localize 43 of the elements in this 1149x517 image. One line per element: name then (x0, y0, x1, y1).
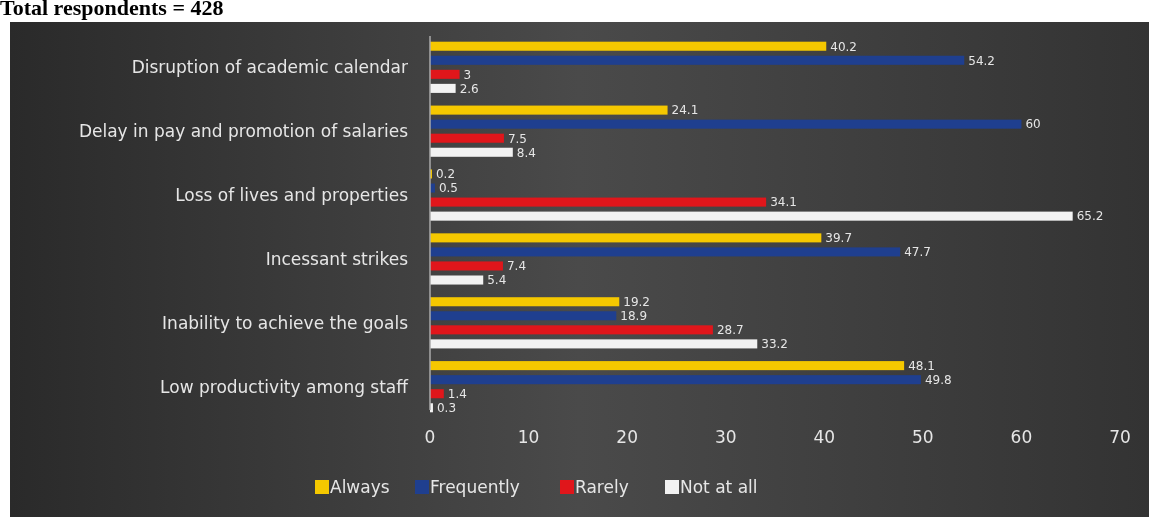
y-tick-label: Delay in pay and promotion of salaries (78, 121, 409, 142)
data-label: 0.3 (436, 401, 457, 416)
y-tick-label: Disruption of academic calendar (131, 57, 408, 78)
data-label: 19.2 (623, 295, 650, 310)
x-tick-label: 50 (912, 427, 934, 447)
data-label: 7.4 (506, 259, 527, 274)
x-tick-label: 30 (714, 427, 737, 447)
x-tick-label: 70 (1109, 427, 1131, 447)
data-label: 0.2 (435, 167, 456, 182)
data-label: 47.7 (904, 245, 931, 260)
data-label: 49.8 (924, 372, 952, 387)
data-label: 5.4 (487, 273, 507, 288)
data-label: 60 (1025, 117, 1041, 132)
data-label: 65.2 (1076, 209, 1104, 224)
y-tick-label: Incessant strikes (265, 248, 409, 269)
x-tick-label: 0 (424, 427, 436, 447)
legend-label: Frequently (430, 477, 520, 497)
data-label: 40.2 (830, 39, 857, 54)
data-label: 24.1 (671, 103, 699, 118)
data-label: 8.4 (516, 145, 536, 160)
data-label: 39.7 (825, 231, 853, 246)
x-tick-label: 10 (517, 427, 540, 447)
data-label: 7.5 (507, 131, 528, 146)
legend-label: Not at all (680, 477, 758, 497)
data-label: 34.1 (770, 195, 797, 210)
data-label: 1.4 (447, 387, 467, 402)
x-tick-label: 20 (616, 427, 638, 447)
data-label: 18.9 (620, 309, 648, 324)
data-label: 33.2 (761, 337, 788, 352)
y-tick-label: Inability to achieve the goals (162, 312, 409, 333)
data-label: 3 (463, 67, 472, 82)
data-label: 0.5 (438, 181, 459, 196)
legend-label: Rarely (575, 477, 629, 497)
y-tick-label: Loss of lives and properties (175, 185, 409, 206)
legend-label: Always (330, 477, 390, 497)
x-tick-label: 40 (813, 427, 836, 447)
text: Total respondents = 428 (0, 0, 224, 20)
data-label: 54.2 (968, 53, 995, 68)
data-label: 2.6 (459, 81, 479, 96)
y-tick-label: Low productivity among staff (160, 376, 410, 397)
data-label: 48.1 (908, 358, 935, 373)
data-label: 28.7 (716, 323, 744, 338)
x-tick-label: 60 (1010, 427, 1033, 447)
